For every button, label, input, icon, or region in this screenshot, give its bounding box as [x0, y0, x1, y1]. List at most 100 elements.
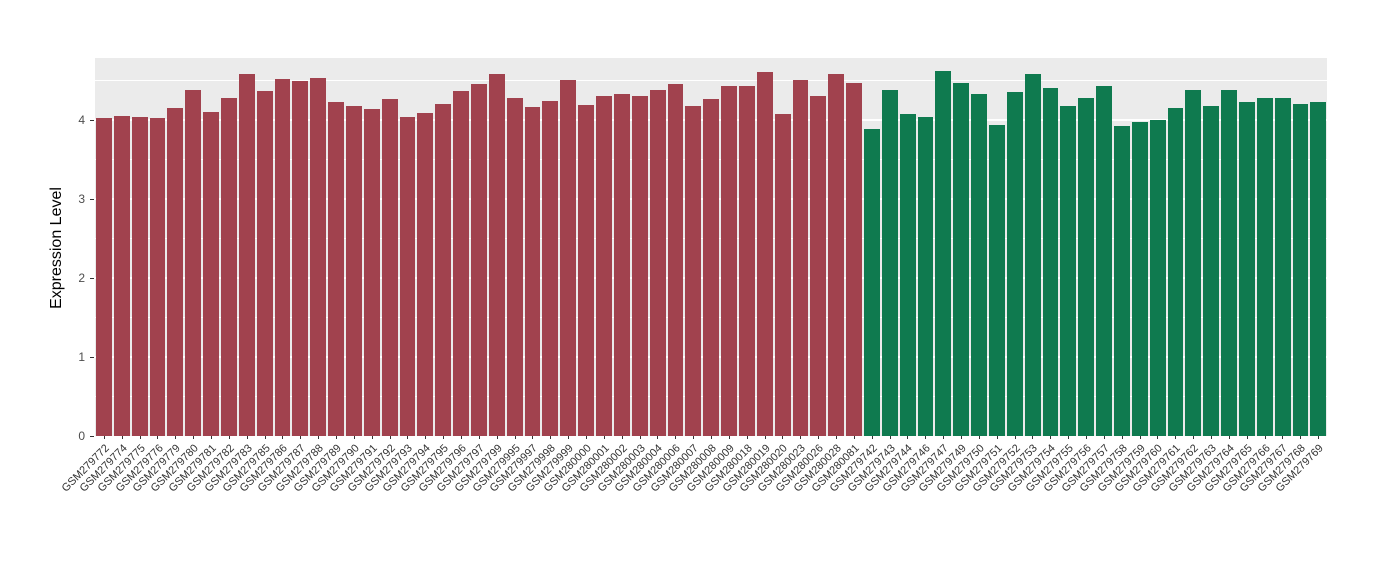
bar-GSM279750: [971, 93, 987, 436]
bar-GSM279749: [953, 83, 970, 436]
bar-GSM279747: [935, 70, 952, 436]
bar-GSM279743: [881, 90, 898, 436]
x-tick-mark: [443, 436, 445, 439]
bar-GSM279763: [1203, 106, 1220, 436]
bar-GSM279762: [1185, 89, 1202, 436]
x-tick-mark: [978, 436, 980, 439]
x-tick-mark: [943, 436, 945, 439]
bar-GSM280002: [613, 94, 630, 436]
bar-GSM279760: [1149, 119, 1166, 436]
bar-GSM279998: [542, 100, 559, 436]
x-tick-mark: [586, 436, 587, 439]
bar-GSM279764: [1221, 89, 1237, 436]
y-tick-label: 3: [78, 191, 85, 206]
x-tick-mark: [853, 436, 855, 439]
bar-GSM279768: [1292, 103, 1309, 436]
x-tick-mark: [336, 436, 338, 439]
bar-GSM279751: [988, 125, 1005, 436]
x-tick-mark: [1121, 436, 1123, 439]
x-tick-mark: [871, 436, 873, 439]
x-tick-mark: [318, 436, 320, 439]
x-tick-mark: [1318, 436, 1320, 439]
x-tick-mark: [550, 436, 552, 439]
x-tick-mark: [800, 436, 802, 439]
x-tick-mark: [353, 436, 355, 439]
x-tick-mark: [764, 436, 766, 439]
bar-GSM279746: [917, 117, 934, 436]
x-tick-mark: [1264, 436, 1266, 439]
y-tick-mark: [90, 277, 94, 279]
bars-container: [95, 58, 1327, 436]
bar-GSM279755: [1060, 106, 1077, 436]
x-tick-mark: [711, 436, 712, 439]
x-tick-mark: [835, 436, 837, 439]
bar-GSM279754: [1042, 88, 1059, 436]
bar-GSM279795: [435, 103, 452, 436]
bar-GSM280007: [685, 106, 702, 436]
bar-GSM279794: [417, 112, 434, 436]
x-tick-mark: [621, 436, 623, 439]
bar-GSM279783: [238, 73, 255, 436]
x-tick-mark: [925, 436, 927, 439]
x-tick-mark: [1228, 436, 1230, 439]
bar-GSM279782: [221, 97, 237, 436]
bar-GSM279742: [863, 129, 880, 436]
x-tick-mark: [532, 436, 534, 439]
bar-GSM280009: [721, 86, 737, 436]
bar-GSM279787: [292, 80, 309, 436]
y-tick-mark: [90, 356, 94, 358]
x-tick-mark: [818, 436, 820, 439]
bar-GSM280000: [578, 105, 595, 436]
x-tick-mark: [478, 436, 480, 439]
x-tick-mark: [782, 436, 784, 439]
x-tick-mark: [514, 436, 516, 439]
x-tick-mark: [193, 436, 195, 439]
bar-GSM279797: [471, 84, 487, 436]
x-tick-mark: [211, 436, 213, 439]
bar-GSM279761: [1167, 107, 1184, 436]
x-tick-mark: [1103, 436, 1105, 439]
bar-GSM279785: [256, 91, 273, 436]
bar-GSM279765: [1239, 101, 1255, 436]
x-tick-mark: [425, 436, 427, 439]
x-tick-mark: [728, 436, 730, 439]
x-tick-mark: [1282, 436, 1284, 439]
y-tick-label: 2: [78, 270, 85, 285]
bar-GSM279744: [899, 114, 916, 436]
bar-GSM280003: [631, 95, 648, 436]
bar-GSM279792: [381, 99, 398, 436]
x-tick-mark: [1175, 436, 1177, 439]
x-tick-mark: [461, 436, 463, 439]
x-tick-mark: [996, 436, 998, 439]
bar-GSM279997: [524, 107, 541, 436]
x-tick-mark: [228, 436, 230, 439]
bar-GSM279789: [328, 102, 345, 436]
x-tick-mark: [371, 436, 373, 439]
bar-GSM280001: [596, 95, 612, 436]
x-tick-mark: [1032, 436, 1034, 439]
y-tick-label: 0: [78, 429, 85, 443]
bar-GSM279772: [96, 118, 112, 436]
bar-GSM279757: [1096, 86, 1112, 436]
x-tick-mark: [568, 436, 570, 439]
minor-gridline: [95, 80, 1327, 82]
x-tick-mark: [1193, 436, 1195, 439]
bar-GSM279781: [203, 111, 220, 436]
x-tick-mark: [693, 436, 695, 439]
y-tick-mark: [90, 119, 94, 121]
x-tick-mark: [139, 436, 141, 439]
y-tick-mark: [90, 436, 94, 437]
x-tick-mark: [1014, 436, 1016, 439]
x-tick-mark: [1139, 436, 1141, 439]
bar-GSM279796: [453, 91, 470, 436]
x-tick-mark: [121, 436, 123, 439]
x-tick-mark: [300, 436, 302, 439]
x-tick-mark: [1050, 436, 1052, 439]
y-tick-label: 1: [78, 349, 85, 364]
bar-GSM280018: [738, 86, 755, 436]
y-tick-label: 4: [78, 112, 85, 127]
x-tick-mark: [603, 436, 605, 439]
x-tick-mark: [1246, 436, 1248, 439]
bar-GSM280006: [667, 84, 684, 436]
